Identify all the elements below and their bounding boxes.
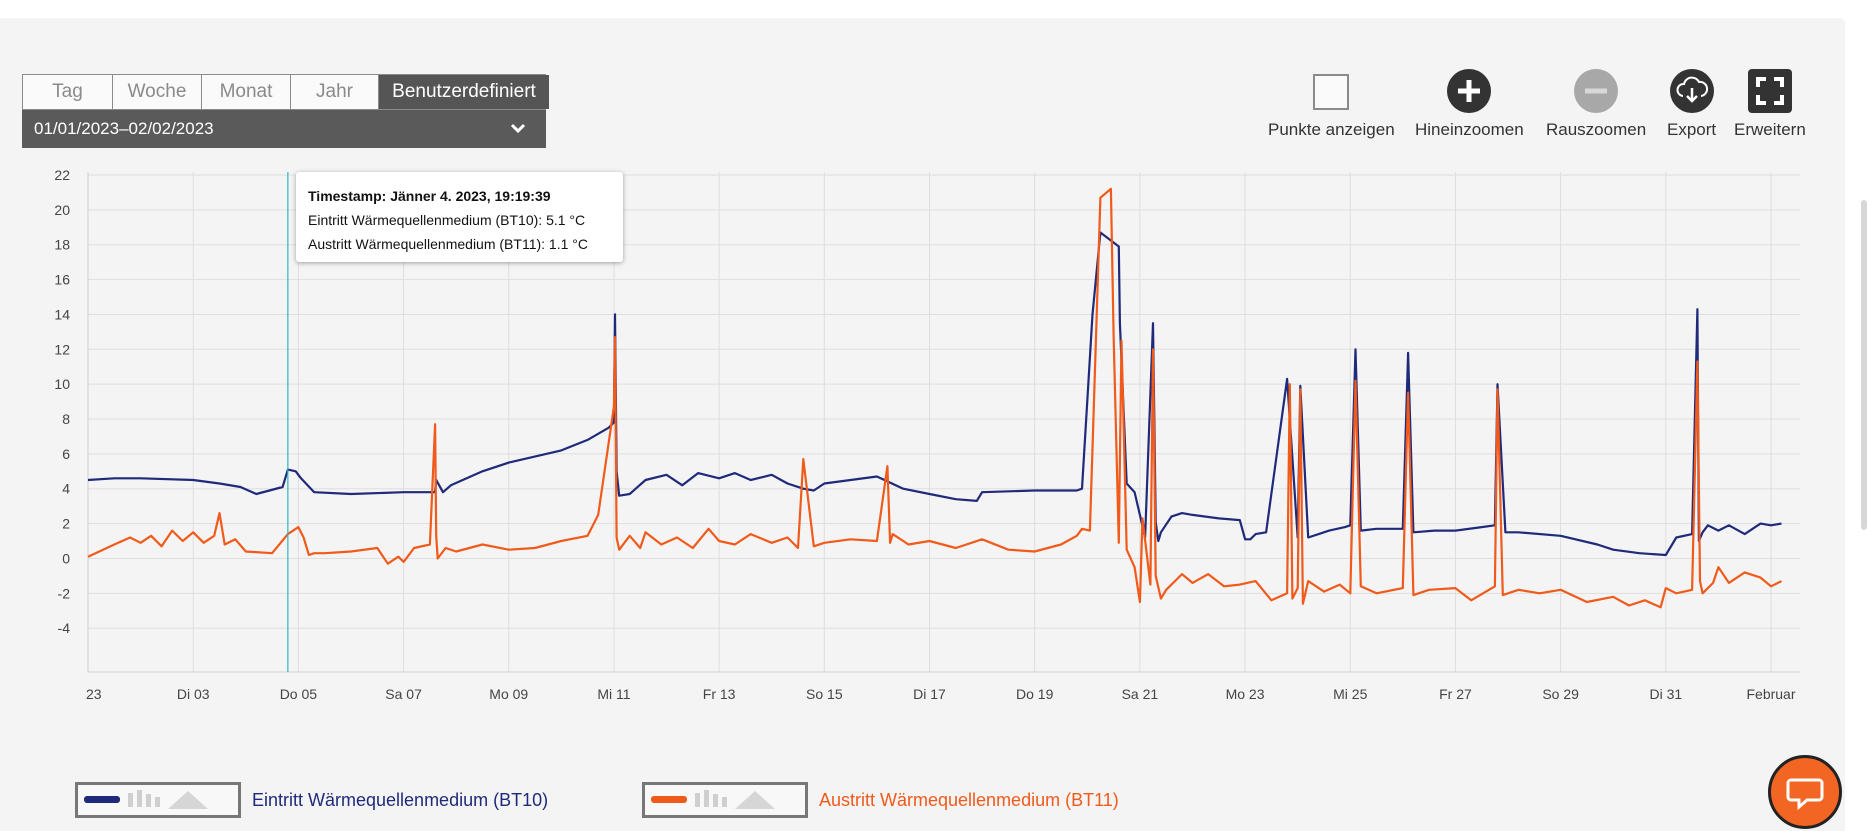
export-label: Export [1667,120,1717,139]
y-tick-label: 22 [54,167,70,183]
x-tick-label: Mo 23 [1226,686,1265,702]
x-tick-label: Februar [1746,686,1795,702]
zoom-out-button[interactable]: Rauszoomen [1546,68,1646,140]
tooltip-line-bt11: Austritt Wärmequellenmedium (BT11): 1.1 … [308,236,588,252]
y-tick-label: 8 [62,411,70,427]
x-tick-label: Sa 21 [1122,686,1159,702]
x-tick-label: Fr 13 [703,686,736,702]
date-range-value: 01/01/2023–02/02/2023 [34,119,214,138]
zoom-in-button[interactable]: Hineinzoomen [1415,68,1524,140]
x-tick-label: Di 31 [1649,686,1682,702]
x-tick-label: Di 03 [177,686,210,702]
x-tick-label: Mi 11 [597,686,630,702]
range-tabs: Tag Woche Monat Jahr Benutzerdefiniert [22,74,549,110]
legend-line-swatch [651,796,687,803]
fullscreen-icon [1747,69,1792,113]
x-tick-label: Do 19 [1016,686,1054,702]
cloud-download-icon [1669,69,1714,113]
series-line-bt11[interactable] [87,187,1782,609]
y-tick-label: 10 [54,376,70,392]
page-scrollbar[interactable] [1861,200,1867,530]
legend-label-bt10: Eintritt Wärmequellenmedium (BT10) [252,789,549,810]
tab-day[interactable]: Tag [23,75,113,109]
y-tick-label: 14 [54,306,70,322]
y-tick-label: -4 [58,620,71,636]
legend-swatch-bt10 [75,782,241,818]
checkbox-icon[interactable] [1313,74,1350,110]
tab-month[interactable]: Monat [202,75,291,109]
temperature-chart[interactable]: -4 -2 0 2 4 6 8 10 12 14 16 18 20 22 23 Di 03 Do 05 Sa 07… [0,0,1867,720]
plus-icon [1447,69,1492,113]
expand-button[interactable]: Erweitern [1734,68,1806,140]
x-tick-label: Mo 09 [489,686,528,702]
chat-button[interactable] [1768,755,1842,829]
y-tick-label: 4 [62,481,70,497]
x-tick-label: Mi 25 [1333,686,1367,702]
x-tick-label: Do 05 [280,686,318,702]
legend-line-swatch [84,796,120,803]
x-tick-label: Fr 27 [1439,686,1472,702]
legend-item-bt10[interactable]: Eintritt Wärmequellenmedium (BT10) [75,782,548,818]
tab-year[interactable]: Jahr [291,75,379,109]
chart-tooltip: Timestamp: Jänner 4. 2023, 19:19:39 Eint… [296,172,623,262]
zoom-in-label: Hineinzoomen [1415,120,1524,139]
legend-item-bt11[interactable]: Austritt Wärmequellenmedium (BT11) [642,782,1119,818]
zoom-out-label: Rauszoomen [1546,120,1647,139]
tooltip-line-bt10: Eintritt Wärmequellenmedium (BT10): 5.1 … [308,212,586,228]
chevron-down-icon [508,118,528,143]
y-tick-label: 20 [54,202,70,218]
series-line-bt10[interactable] [87,231,1782,557]
y-tick-label: 16 [54,272,70,288]
legend-label-bt11: Austritt Wärmequellenmedium (BT11) [819,789,1119,810]
x-tick-label: So 15 [806,686,843,702]
x-tick-label: Di 17 [913,686,946,702]
minus-icon [1574,69,1619,113]
x-tick-label: So 29 [1542,686,1579,702]
y-tick-label: 2 [62,516,70,532]
legend-swatch-bt11 [642,782,808,818]
export-button[interactable]: Export [1667,68,1716,140]
x-tick-label: 23 [86,686,102,702]
y-tick-label: 12 [54,341,70,357]
chat-bubble-icon [1786,778,1824,811]
y-tick-label: -2 [58,585,71,601]
expand-label: Erweitern [1734,120,1806,139]
date-range-select[interactable]: 01/01/2023–02/02/2023 [22,110,546,148]
show-points-label: Punkte anzeigen [1268,120,1395,139]
tab-custom[interactable]: Benutzerdefiniert [379,75,549,109]
tab-week[interactable]: Woche [113,75,202,109]
x-tick-label: Sa 07 [385,686,422,702]
y-tick-label: 0 [62,550,70,566]
y-tick-label: 18 [54,237,70,253]
y-tick-label: 6 [62,446,70,462]
tooltip-timestamp: Timestamp: Jänner 4. 2023, 19:19:39 [308,188,551,204]
show-points-toggle[interactable]: Punkte anzeigen [1268,68,1395,140]
